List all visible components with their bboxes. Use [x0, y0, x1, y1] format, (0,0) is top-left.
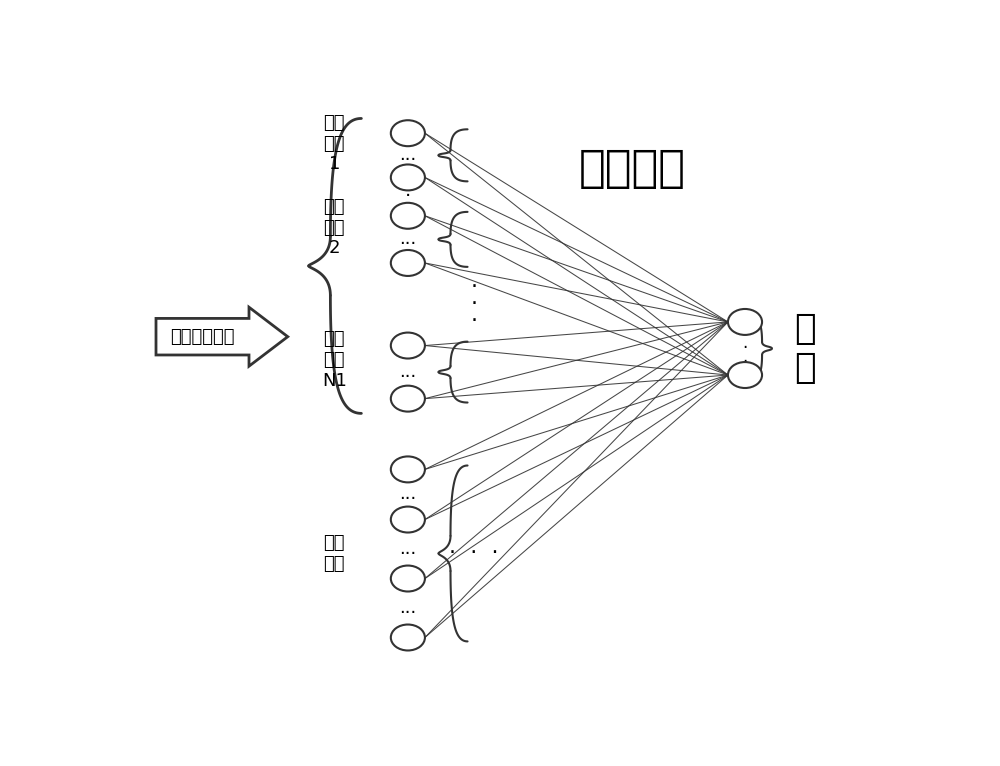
- Text: 特征
窗口
2: 特征 窗口 2: [324, 198, 345, 257]
- Circle shape: [391, 165, 425, 191]
- Text: ...: ...: [399, 486, 416, 503]
- Circle shape: [391, 250, 425, 276]
- Circle shape: [391, 385, 425, 411]
- Text: 输
出: 输 出: [794, 312, 815, 385]
- Text: ...: ...: [399, 540, 416, 558]
- Text: ...: ...: [399, 599, 416, 617]
- Circle shape: [391, 120, 425, 146]
- Text: ·
·
·: · · ·: [470, 277, 477, 331]
- Circle shape: [391, 624, 425, 650]
- Text: 特征
窗口
N1: 特征 窗口 N1: [322, 330, 347, 390]
- Text: ·
·
·: · · ·: [742, 326, 748, 372]
- Text: ·
·
·: · · ·: [405, 171, 411, 222]
- Circle shape: [728, 309, 762, 335]
- Text: ...: ...: [399, 363, 416, 381]
- Circle shape: [391, 457, 425, 483]
- Text: ...: ...: [399, 231, 416, 248]
- Polygon shape: [156, 307, 288, 366]
- Text: 权重矩阵: 权重矩阵: [579, 147, 686, 190]
- Text: ·  ·  ·: · · ·: [449, 543, 498, 564]
- Circle shape: [391, 506, 425, 532]
- Text: ...: ...: [399, 146, 416, 165]
- Circle shape: [391, 332, 425, 358]
- Text: 特征
窗口
1: 特征 窗口 1: [324, 113, 345, 173]
- Text: 增强
节点: 增强 节点: [324, 534, 345, 573]
- Circle shape: [391, 565, 425, 591]
- Circle shape: [728, 362, 762, 388]
- Circle shape: [391, 203, 425, 229]
- Text: 输入特征映射: 输入特征映射: [170, 328, 235, 345]
